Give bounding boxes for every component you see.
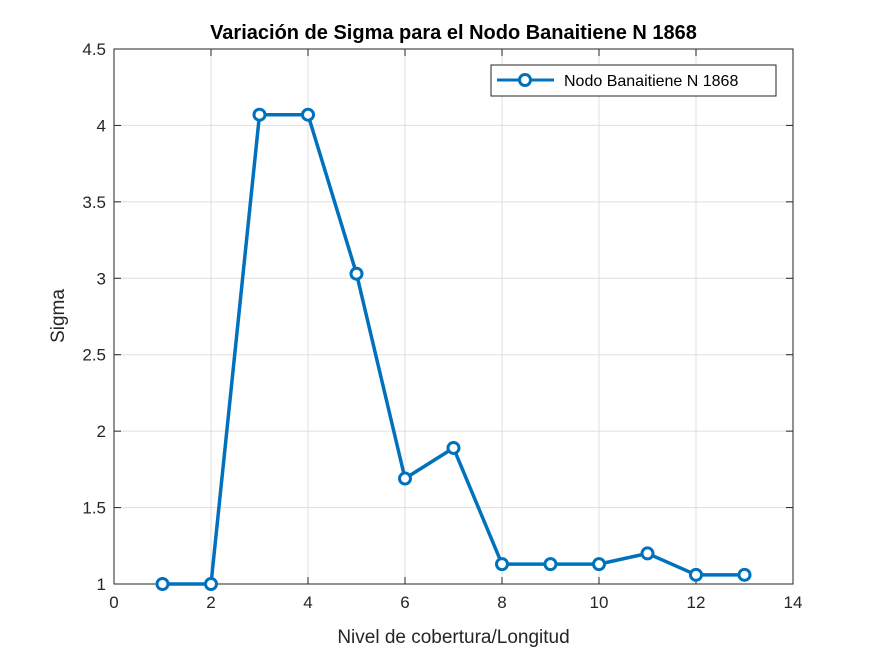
x-tick-label-6: 12	[687, 593, 706, 612]
plot-area	[114, 49, 793, 584]
y-tick-label-0: 1	[97, 575, 106, 594]
data-point-0-0	[155, 577, 170, 591]
data-point-0-1	[204, 577, 218, 591]
data-point-0-11	[689, 567, 703, 582]
y-tick-label-7: 4.5	[82, 40, 106, 59]
x-tick-label-5: 10	[590, 593, 609, 612]
x-tick-label-1: 2	[206, 593, 215, 612]
chart-title: Variación de Sigma para el Nodo Banaitie…	[210, 22, 697, 44]
legend-label: Nodo Banaitiene N 1868	[564, 73, 738, 90]
data-point-0-7	[495, 557, 509, 572]
y-tick-label-5: 3.5	[82, 193, 106, 212]
y-axis-label: Sigma	[48, 289, 69, 343]
y-tick-label-2: 2	[97, 422, 106, 441]
y-tick-label-6: 4	[97, 116, 106, 135]
x-tick-label-4: 8	[497, 593, 506, 612]
data-point-0-9	[592, 557, 606, 572]
y-tick-label-4: 3	[97, 269, 106, 288]
data-point-0-6	[446, 440, 461, 455]
data-point-0-12	[737, 567, 752, 582]
y-tick-label-1: 1.5	[82, 499, 106, 518]
legend-marker-sample	[518, 73, 532, 87]
y-tick-label-3: 2.5	[82, 346, 106, 365]
x-tick-label-0: 0	[109, 593, 118, 612]
series-layer	[155, 107, 752, 591]
x-axis-label: Nivel de cobertura/Longitud	[337, 627, 569, 648]
data-point-0-4	[349, 266, 364, 281]
axes	[113, 48, 794, 585]
x-tick-label-2: 4	[303, 593, 312, 612]
x-tick-label-7: 14	[784, 593, 803, 612]
data-point-0-2	[252, 107, 267, 122]
data-point-0-3	[301, 107, 315, 122]
data-point-0-8	[543, 557, 558, 572]
axes-box	[113, 48, 794, 585]
x-tick-label-3: 6	[400, 593, 409, 612]
data-point-0-10	[640, 546, 655, 561]
data-point-0-5	[398, 471, 412, 486]
legend: Nodo Banaitiene N 1868	[490, 64, 777, 97]
